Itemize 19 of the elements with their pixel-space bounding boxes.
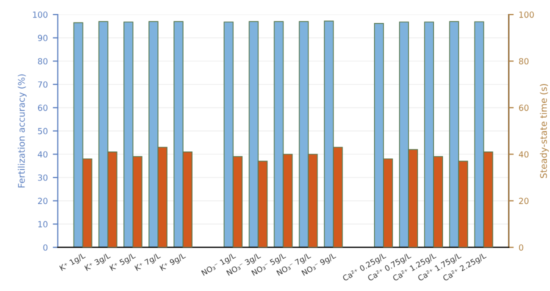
y2-tick-label: 20: [519, 198, 529, 204]
y-tick-label: 70: [38, 81, 48, 88]
y2-tick-label: 100: [519, 12, 534, 18]
y-tick-label: 50: [38, 128, 48, 134]
y-tick-label: 30: [38, 174, 48, 181]
y-tick-label: 80: [38, 58, 48, 64]
y-tick-label: 0: [43, 244, 48, 251]
y-tick-label: 100: [33, 12, 48, 18]
y2-axis-title: Steady-state time (s): [540, 84, 549, 178]
y2-tick-label: 80: [519, 58, 529, 64]
y-axis-title: Fertilization accuracy (%): [18, 74, 27, 188]
y2-tick-label: 40: [518, 151, 529, 158]
y-tick-label: 40: [38, 151, 48, 158]
y-tick-label: 10: [38, 221, 48, 228]
y2-tick-label: 60: [519, 104, 529, 111]
y2-tick-label: 0: [519, 244, 524, 251]
y-tick-label: 20: [38, 198, 48, 204]
y-tick-label: 60: [38, 104, 48, 111]
y-tick-label: 90: [38, 34, 48, 42]
